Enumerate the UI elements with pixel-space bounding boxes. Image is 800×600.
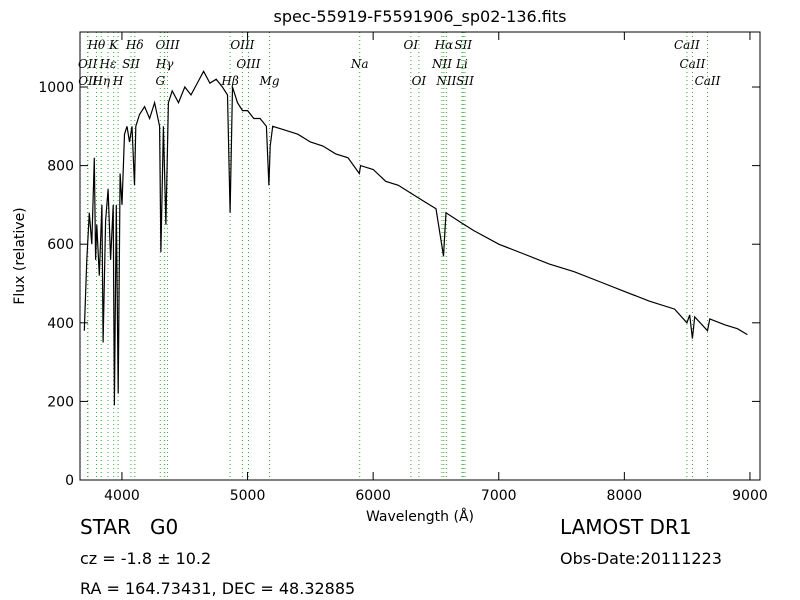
x-tick-label: 9000 [732, 488, 768, 504]
line-label: SII [454, 38, 472, 52]
line-label: NII [435, 74, 456, 88]
redshift: cz = -1.8 ± 10.2 [80, 549, 211, 568]
line-label: Hη [91, 74, 110, 88]
line-label: OII [78, 74, 98, 88]
line-label: Hθ [87, 38, 106, 52]
spectrum-line [83, 70, 748, 406]
survey: LAMOST DR1 [560, 515, 692, 539]
coordinates: RA = 164.73431, DEC = 48.32885 [80, 579, 355, 598]
line-label: OIII [156, 38, 180, 52]
obs-date: Obs-Date:20111223 [560, 549, 722, 568]
line-label: OIII [230, 38, 254, 52]
x-axis-label: Wavelength (Å) [366, 508, 474, 525]
line-label: OI [404, 38, 419, 52]
line-label: CaII [674, 38, 700, 52]
line-label: SII [122, 57, 140, 71]
line-label: Hδ [125, 38, 144, 52]
line-label: Mg [259, 74, 280, 88]
line-label: H [112, 74, 124, 88]
line-label: Li [455, 57, 468, 71]
chart-title: spec-55919-F5591906_sp02-136.fits [274, 7, 567, 27]
y-tick-label: 200 [47, 394, 74, 410]
line-label: Hα [434, 38, 454, 52]
line-label: CaII [695, 74, 721, 88]
y-tick-label: 0 [65, 473, 74, 489]
line-label: NII [431, 57, 452, 71]
y-tick-label: 800 [47, 159, 74, 175]
y-tick-label: 400 [47, 316, 74, 332]
y-axis-label: Flux (relative) [12, 207, 28, 304]
x-tick-label: 5000 [230, 488, 266, 504]
subclass: G0 [150, 515, 178, 539]
object-class: STAR [80, 515, 131, 539]
line-label: CaII [680, 57, 706, 71]
line-label: OIII [236, 57, 260, 71]
line-label: G [155, 74, 165, 88]
line-label: SII [456, 74, 474, 88]
y-tick-label: 1000 [38, 80, 74, 96]
x-tick-label: 6000 [355, 488, 391, 504]
x-tick-label: 4000 [104, 488, 140, 504]
line-label: K [108, 38, 119, 52]
x-tick-label: 7000 [481, 488, 517, 504]
plot-frame [79, 31, 761, 481]
y-tick-label: 600 [47, 237, 74, 253]
line-label: Hβ [220, 74, 238, 88]
line-label: Hγ [155, 57, 174, 71]
line-label: OI [412, 74, 427, 88]
line-label: Hε [99, 57, 117, 71]
x-tick-label: 8000 [607, 488, 643, 504]
line-label: Na [350, 57, 369, 71]
